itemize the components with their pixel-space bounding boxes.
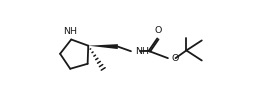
Text: O: O	[172, 54, 179, 63]
Text: NH: NH	[63, 27, 78, 36]
Text: NH: NH	[135, 47, 149, 56]
Text: O: O	[155, 26, 162, 35]
Polygon shape	[88, 44, 118, 49]
